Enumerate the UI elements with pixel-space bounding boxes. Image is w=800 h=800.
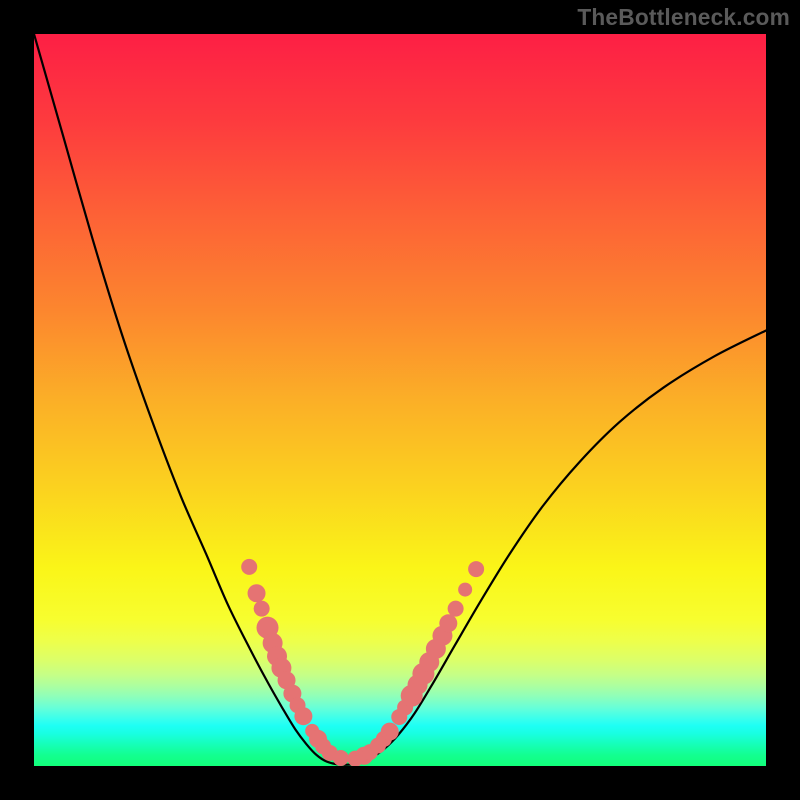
plot-area (0, 0, 800, 800)
marker-point (458, 583, 472, 597)
marker-point (241, 559, 257, 575)
marker-point (448, 601, 464, 617)
marker-point (294, 707, 312, 725)
watermark-text: TheBottleneck.com (577, 4, 790, 31)
marker-point (468, 561, 484, 577)
marker-point (333, 750, 349, 766)
marker-point (254, 601, 270, 617)
chart-frame: TheBottleneck.com (0, 0, 800, 800)
marker-point (381, 723, 399, 741)
marker-point (248, 584, 266, 602)
bottleneck-curve-chart (0, 0, 800, 800)
